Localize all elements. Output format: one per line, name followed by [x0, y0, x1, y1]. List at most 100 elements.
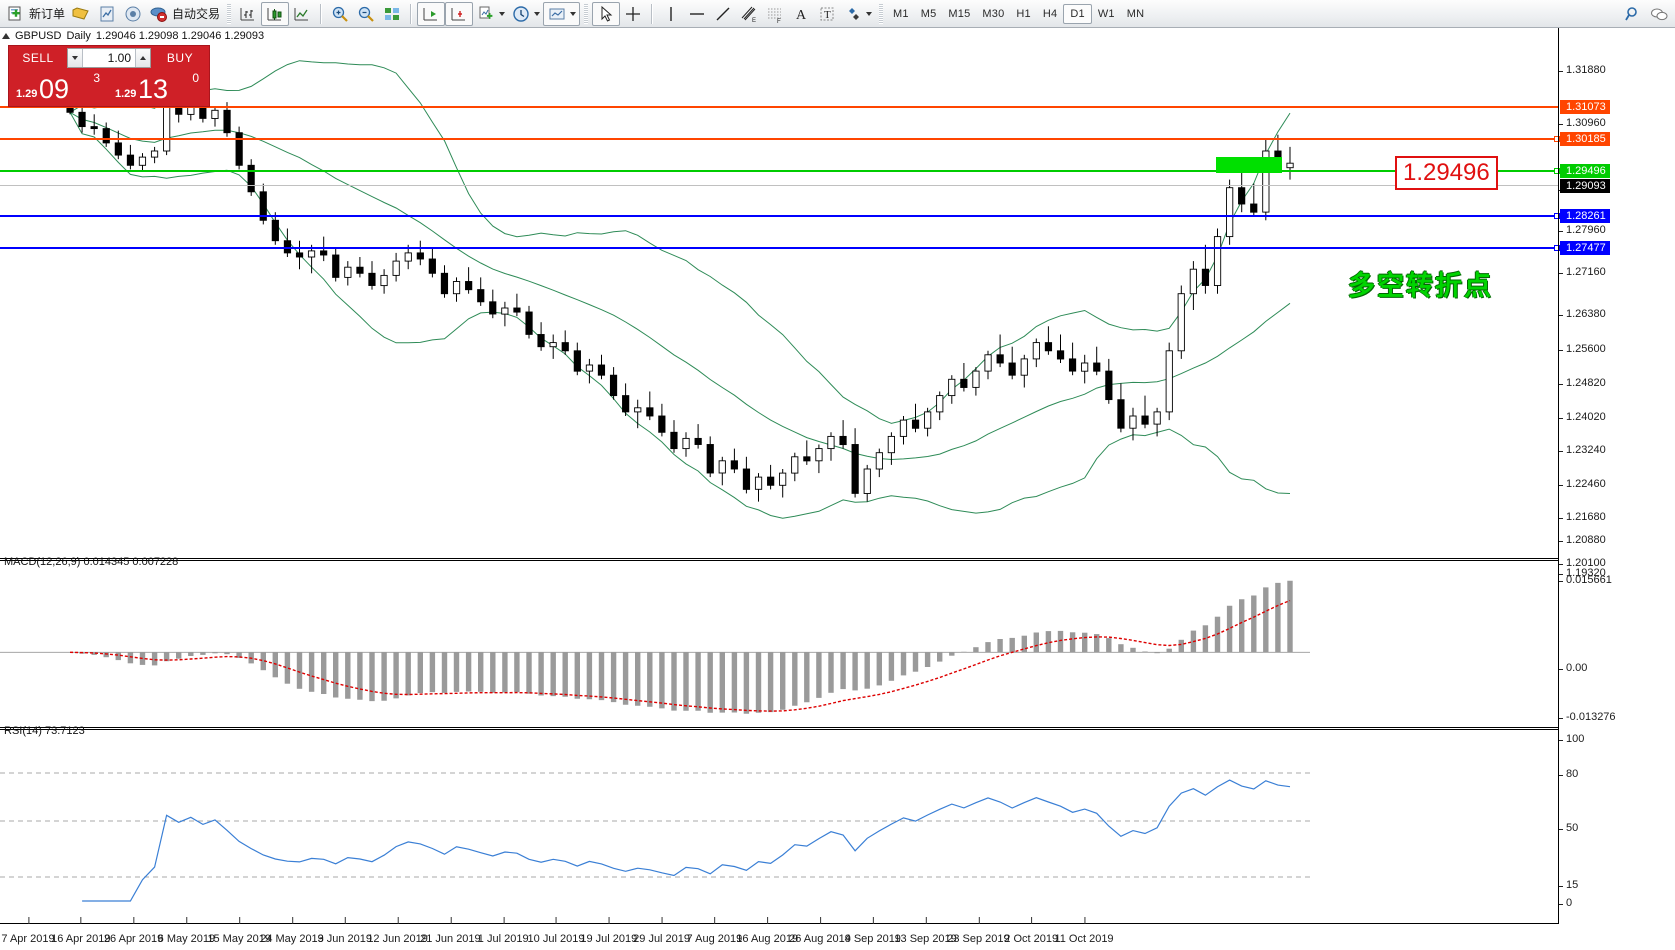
- timeframe-h4[interactable]: H4: [1042, 7, 1058, 20]
- equidistant-channel-icon: E: [741, 6, 756, 24]
- volume-increase-button[interactable]: [135, 49, 150, 67]
- bollinger-lower-band: [69, 112, 1291, 519]
- date-tick: 21 Jun 2019: [420, 917, 481, 945]
- volume-stepper[interactable]: 1.00: [67, 48, 151, 68]
- timeframe-d1[interactable]: D1: [1063, 3, 1092, 24]
- buy-price-fraction: 0: [192, 71, 199, 85]
- price-callout[interactable]: 1.29496: [1395, 156, 1498, 190]
- date-tick: 23 Sep 2019: [947, 917, 1010, 945]
- chat-button[interactable]: [1646, 2, 1672, 26]
- line-chart-button[interactable]: [289, 2, 315, 26]
- collapse-arrow-icon[interactable]: [2, 33, 10, 39]
- search-button[interactable]: [1620, 2, 1646, 26]
- price-badge-resistance[interactable]: 1.30185: [1560, 132, 1610, 146]
- volume-decrease-button[interactable]: [68, 49, 83, 67]
- auto-trading-button[interactable]: 自动交易: [146, 2, 223, 26]
- crosshair-icon: [626, 6, 641, 21]
- candle-body: [899, 419, 908, 437]
- price-tick: 1.27960: [1559, 224, 1606, 236]
- chevron-down-icon-4[interactable]: [866, 11, 873, 16]
- tile-windows-button[interactable]: [379, 2, 405, 26]
- chart-shift-button[interactable]: [417, 1, 446, 26]
- candle-body: [452, 281, 461, 295]
- indicators-button[interactable]: [473, 2, 508, 26]
- support-line-2[interactable]: [0, 245, 1560, 251]
- timeframe-m5[interactable]: M5: [920, 7, 937, 20]
- text-label-button[interactable]: T: [814, 2, 840, 26]
- one-click-trading-panel[interactable]: SELL 1.00 BUY 1.29 09 3 1.29 13 0: [8, 45, 210, 107]
- timeframe-m15[interactable]: M15: [948, 7, 971, 20]
- toolbar-grip: [227, 3, 232, 24]
- vertical-line-button[interactable]: [658, 2, 684, 26]
- symbol-ohlc: 1.29046 1.29098 1.29046 1.29093: [95, 30, 265, 42]
- period-button[interactable]: [508, 2, 543, 26]
- candle-body: [887, 435, 895, 454]
- date-tick: 26 Aug 2019: [789, 917, 851, 945]
- resistance-line-1[interactable]: [0, 106, 1559, 108]
- chart-canvas[interactable]: GBPUSD Daily 1.29046 1.29098 1.29046 1.2…: [0, 28, 1675, 950]
- sell-button[interactable]: SELL: [11, 48, 65, 68]
- chevron-down-icon-2[interactable]: [534, 11, 541, 16]
- zoom-out-button[interactable]: [353, 2, 379, 26]
- candle-body: [706, 444, 714, 474]
- auto-scroll-button[interactable]: [445, 1, 474, 26]
- crosshair-button[interactable]: [620, 2, 646, 26]
- support-line-1[interactable]: [0, 213, 1560, 219]
- sell-quote[interactable]: 1.29 09 3: [11, 70, 108, 104]
- price-tick: 1.23240: [1559, 444, 1606, 456]
- candle-body: [561, 342, 569, 352]
- navigator-button[interactable]: [120, 2, 146, 26]
- price-pane[interactable]: [0, 28, 1559, 558]
- date-axis[interactable]: 7 Apr 2019 16 Apr 2019 26 Apr 2019 6 May 20…: [0, 917, 1559, 950]
- price-badge-support[interactable]: 1.27477: [1560, 241, 1610, 255]
- date-tick: 11 Oct 2019: [1054, 917, 1114, 945]
- chevron-down-icon-3[interactable]: [570, 11, 577, 16]
- zoom-in-button[interactable]: [327, 2, 353, 26]
- shapes-button[interactable]: [840, 2, 875, 26]
- svg-text:A: A: [796, 8, 807, 23]
- macd-pane[interactable]: [0, 564, 1559, 727]
- volume-value[interactable]: 1.00: [107, 51, 131, 65]
- fibonacci-button[interactable]: F: [762, 2, 788, 26]
- cursor-button[interactable]: [592, 1, 621, 26]
- horizontal-line-icon: [690, 12, 705, 15]
- date-tick: 16 Aug 2019: [736, 917, 798, 945]
- price-tick: 1.25600: [1559, 343, 1606, 355]
- sell-price-main: 09: [39, 74, 70, 104]
- templates-button[interactable]: [543, 1, 581, 26]
- rsi-pane[interactable]: [0, 735, 1559, 923]
- new-order-button[interactable]: 新订单: [3, 2, 68, 26]
- price-badge-target[interactable]: 1.29496: [1560, 164, 1610, 178]
- candle-body: [392, 260, 400, 276]
- horizontal-line-button[interactable]: [684, 2, 710, 26]
- highlight-rectangle[interactable]: [1216, 157, 1282, 173]
- chevron-down-icon-vol: [72, 56, 78, 60]
- equidistant-channel-button[interactable]: E: [736, 2, 762, 26]
- timeframe-w1[interactable]: W1: [1097, 7, 1115, 20]
- profiles-button[interactable]: [68, 2, 94, 26]
- timeframe-h1[interactable]: H1: [1016, 7, 1031, 20]
- candle-body: [90, 126, 98, 130]
- chevron-down-icon[interactable]: [499, 11, 506, 16]
- turning-point-note[interactable]: 多空转折点: [1348, 271, 1493, 301]
- candlestick-chart-button[interactable]: [261, 1, 290, 26]
- resistance-line-2[interactable]: [0, 136, 1560, 142]
- buy-button[interactable]: BUY: [153, 48, 207, 68]
- candle-body: [634, 407, 642, 413]
- candle-body: [368, 272, 376, 286]
- trendline-button[interactable]: [710, 2, 736, 26]
- target-line[interactable]: [0, 168, 1560, 174]
- candle-body: [984, 354, 992, 372]
- price-badge-support[interactable]: 1.28261: [1560, 209, 1610, 223]
- market-watch-button[interactable]: [94, 2, 120, 26]
- price-tick: 1.31880: [1559, 64, 1606, 76]
- timeframe-m1[interactable]: M1: [893, 7, 909, 20]
- text-button[interactable]: A: [788, 2, 814, 26]
- price-badge-current-price[interactable]: 1.29093: [1560, 179, 1610, 193]
- buy-quote[interactable]: 1.29 13 0: [110, 70, 207, 104]
- bar-chart-button[interactable]: [235, 2, 261, 26]
- price-badge-resistance[interactable]: 1.31073: [1560, 100, 1610, 114]
- symbol-period: Daily: [66, 30, 91, 42]
- timeframe-mn[interactable]: MN: [1126, 7, 1145, 20]
- timeframe-m30[interactable]: M30: [982, 7, 1005, 20]
